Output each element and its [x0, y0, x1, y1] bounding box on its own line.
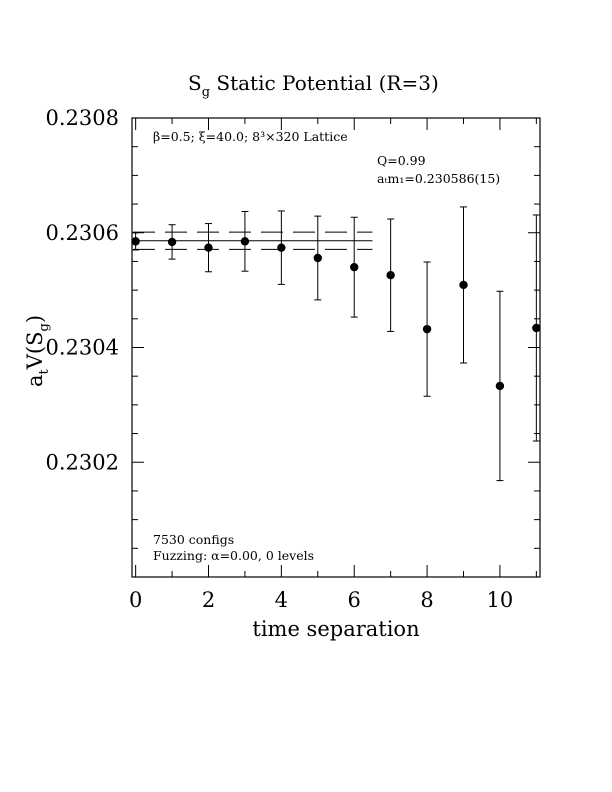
tick-labels: 0 2 4 6 8 10 0.2302 0.2304 0.2306 0.2308 — [46, 106, 514, 612]
y-label-a: a — [23, 374, 47, 387]
y-tick-label: 0.2304 — [46, 336, 119, 360]
data-point — [131, 237, 140, 246]
y-tick-label: 0.2308 — [46, 106, 119, 130]
y-label-close: ) — [23, 315, 47, 323]
data-point — [313, 253, 322, 263]
x-tick-label: 0 — [129, 588, 142, 612]
data-points — [131, 206, 541, 482]
y-axis-label: atV(Sg) — [23, 315, 52, 387]
data-point — [277, 243, 286, 252]
data-point — [495, 381, 505, 391]
data-point — [350, 262, 359, 272]
y-label-v: V(S — [23, 331, 47, 370]
y-tick-label: 0.2302 — [46, 450, 119, 474]
y-tick-label: 0.2306 — [46, 221, 119, 245]
data-point — [386, 271, 395, 280]
x-tick-label: 10 — [487, 588, 514, 612]
data-point — [532, 323, 541, 333]
fit-annotation: aₜm₁=0.230586(15) — [377, 171, 500, 186]
lattice-annotation: β=0.5; ξ=40.0; 8³×320 Lattice — [153, 129, 348, 144]
chart-title: Sg Static Potential (R=3) — [188, 71, 439, 100]
plot-frame — [131, 117, 541, 578]
data-point — [422, 324, 432, 334]
data-point — [204, 243, 213, 252]
x-axis-label: time separation — [252, 617, 419, 641]
title-symbol: S — [188, 71, 202, 95]
x-tick-label: 6 — [348, 588, 361, 612]
data-point — [167, 237, 177, 247]
x-tick-label: 4 — [275, 588, 288, 612]
data-point — [240, 237, 250, 246]
y-label-sub-g: g — [37, 323, 52, 331]
title-symbol-subscript: g — [202, 85, 210, 100]
y-label-sub-t: t — [37, 368, 52, 374]
x-tick-label: 8 — [420, 588, 433, 612]
configs-annotation: 7530 configs — [153, 532, 234, 547]
tick-marks — [132, 118, 540, 577]
data-point — [459, 280, 468, 290]
x-tick-label: 2 — [202, 588, 215, 612]
q-annotation: Q=0.99 — [377, 153, 426, 168]
title-main: Static Potential (R=3) — [216, 71, 438, 95]
fuzzing-annotation: Fuzzing: α=0.00, 0 levels — [153, 548, 314, 563]
